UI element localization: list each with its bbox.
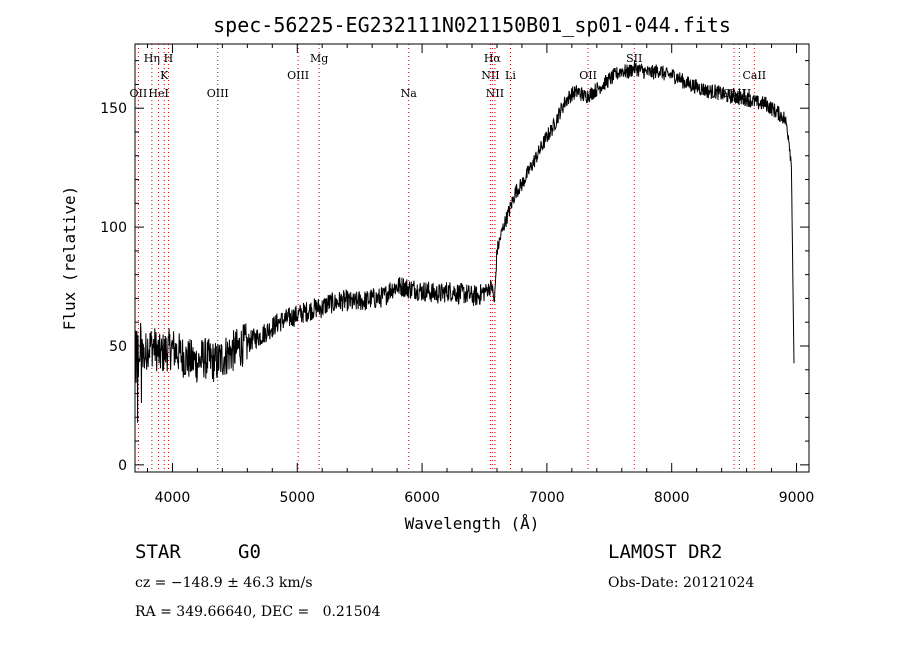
emission-line-label: NII	[486, 87, 504, 100]
emission-line-label: SII	[626, 52, 642, 65]
emission-line-label: Mg	[310, 52, 328, 65]
spectrum-line	[134, 60, 795, 423]
emission-line-label: NII	[481, 69, 499, 82]
plot-frame	[134, 43, 810, 473]
object-class: STAR	[135, 541, 181, 563]
emission-line-label: Li	[505, 69, 516, 82]
emission-line-label: CaII	[742, 69, 766, 82]
y-tick-label: 0	[118, 458, 127, 474]
emission-line-label: OII	[579, 69, 597, 82]
x-tick-label: 6000	[404, 490, 440, 506]
x-tick-label: 4000	[155, 490, 191, 506]
y-axis-ticks: 0 50 100 150	[100, 60, 809, 474]
y-tick-label: 150	[100, 101, 127, 117]
x-axis-label: Wavelength (Å)	[405, 514, 540, 533]
emission-line-label: Hη	[144, 52, 160, 65]
object-subclass: G0	[238, 541, 261, 563]
emission-line-label: H	[164, 52, 174, 65]
redshift-value: cz = −148.9 ± 46.3 km/s	[135, 575, 313, 591]
emission-line-label: OII	[130, 87, 148, 100]
emission-line-label: HeI	[148, 87, 168, 100]
observation-date: Obs-Date: 20121024	[608, 575, 755, 591]
x-tick-label: 8000	[654, 490, 690, 506]
x-tick-label: 5000	[279, 490, 315, 506]
sky-coordinates: RA = 349.66640, DEC = 0.21504	[135, 604, 381, 620]
chart-title: spec-56225-EG232111N021150B01_sp01-044.f…	[213, 13, 731, 37]
emission-line-label: OIII	[207, 87, 229, 100]
x-axis-ticks: 4000 5000 6000 7000 8000 9000	[146, 44, 815, 506]
x-tick-label: 7000	[529, 490, 565, 506]
y-tick-label: 50	[109, 339, 127, 355]
y-axis-label: Flux (relative)	[60, 186, 79, 331]
emission-line-markers	[137, 44, 755, 472]
emission-line-label: OIII	[287, 69, 309, 82]
emission-line-label: Hα	[484, 52, 502, 65]
emission-line-label: Na	[401, 87, 418, 100]
survey-name: LAMOST DR2	[608, 541, 723, 563]
y-tick-label: 100	[100, 220, 127, 236]
emission-line-label: K	[160, 69, 169, 82]
x-tick-label: 9000	[779, 490, 815, 506]
